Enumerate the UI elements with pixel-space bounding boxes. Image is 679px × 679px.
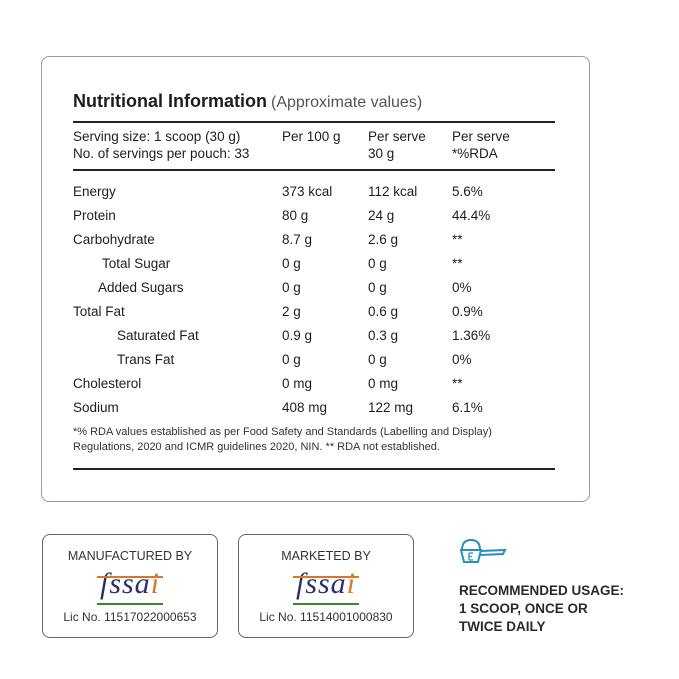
- nutrient-row: Cholesterol 0 mg 0 mg **: [0, 376, 600, 400]
- rda-value: **: [452, 256, 463, 271]
- nutrient-name: Carbohydrate: [73, 232, 155, 247]
- col-header-text: *%RDA: [452, 146, 498, 161]
- manufacturer-license: Lic No. 11517022000653: [63, 610, 197, 624]
- nutrient-name: Energy: [73, 184, 116, 199]
- per-serve-value: 24 g: [368, 208, 395, 223]
- per-serve-value: 0 g: [368, 256, 387, 271]
- usage-line: RECOMMENDED USAGE:: [459, 583, 625, 598]
- nutrient-name: Trans Fat: [117, 352, 175, 367]
- marketer-license: Lic No. 11514001000830: [259, 610, 393, 624]
- nutrient-name: Total Fat: [73, 304, 125, 319]
- per-100g-value: 0 g: [282, 280, 301, 295]
- nutrient-row: Protein 80 g 24 g 44.4%: [0, 208, 600, 232]
- usage-line: 1 SCOOP, ONCE OR: [459, 601, 588, 616]
- rda-value: 5.6%: [452, 184, 483, 199]
- nutrient-row: Sodium 408 mg 122 mg 6.1%: [0, 400, 600, 424]
- col-header-text: 30 g: [368, 146, 395, 161]
- per-serve-value: 112 kcal: [368, 184, 418, 199]
- nutrient-name: Protein: [73, 208, 116, 223]
- recommended-usage: RECOMMENDED USAGE: 1 SCOOP, ONCE OR TWIC…: [459, 582, 624, 636]
- rda-value: 0%: [452, 352, 472, 367]
- rda-value: 44.4%: [452, 208, 491, 223]
- nutrition-title: Nutritional Information (Approximate valu…: [73, 91, 422, 112]
- nutrient-name: Sodium: [73, 400, 119, 415]
- rda-value: 1.36%: [452, 328, 491, 343]
- serving-size: Serving size: 1 scoop (30 g): [73, 129, 241, 144]
- col-header-text: Per 100 g: [282, 129, 341, 144]
- col-header-per100: Per 100 g: [282, 128, 341, 145]
- title-main: Nutritional Information: [73, 91, 267, 111]
- servings-per-pouch: No. of servings per pouch: 33: [73, 146, 250, 161]
- usage-line: TWICE DAILY: [459, 619, 546, 634]
- rda-value: **: [452, 376, 463, 391]
- per-100g-value: 80 g: [282, 208, 309, 223]
- scoop-icon: [459, 538, 507, 563]
- per-100g-value: 0 mg: [282, 376, 313, 391]
- per-serve-value: 0 g: [368, 280, 387, 295]
- title-sub: (Approximate values): [270, 94, 423, 111]
- per-100g-value: 0 g: [282, 352, 301, 367]
- nutrient-name: Cholesterol: [73, 376, 142, 391]
- footnote-line: *% RDA values established as per Food Sa…: [73, 426, 492, 438]
- per-serve-value: 2.6 g: [368, 232, 399, 247]
- manufactured-caption: MANUFACTURED BY: [67, 549, 193, 563]
- nutrient-row: Saturated Fat 0.9 g 0.3 g 1.36%: [0, 328, 600, 352]
- nutrition-panel: [41, 56, 590, 502]
- nutrient-name: Total Sugar: [102, 256, 171, 271]
- per-100g-value: 0.9 g: [282, 328, 313, 343]
- col-header-text: Per serve: [452, 129, 510, 144]
- per-serve-value: 0 mg: [368, 376, 399, 391]
- nutrient-row: Trans Fat 0 g 0 g 0%: [0, 352, 600, 376]
- nutrient-row: Added Sugars 0 g 0 g 0%: [0, 280, 600, 304]
- rda-value: 0%: [452, 280, 472, 295]
- fssai-logo: ſssai: [95, 567, 165, 607]
- col-header-rda: Per serve *%RDA: [452, 128, 510, 162]
- divider: [73, 169, 555, 171]
- marketed-caption: MARKETED BY: [281, 549, 371, 563]
- nutrient-row: Total Sugar 0 g 0 g **: [0, 256, 600, 280]
- per-100g-value: 373 kcal: [282, 184, 333, 199]
- nutrient-row: Carbohydrate 8.7 g 2.6 g **: [0, 232, 600, 256]
- serving-info: Serving size: 1 scoop (30 g) No. of servi…: [73, 128, 249, 162]
- per-100g-value: 8.7 g: [282, 232, 313, 247]
- rda-value: 6.1%: [452, 400, 483, 415]
- divider: [73, 468, 555, 470]
- nutrient-name: Saturated Fat: [117, 328, 199, 343]
- nutrient-name: Added Sugars: [98, 280, 184, 295]
- divider: [73, 121, 555, 123]
- footnote-line: Regulations, 2020 and ICMR guidelines 20…: [73, 441, 440, 453]
- fssai-logo: ſssai: [291, 567, 361, 607]
- per-serve-value: 0.6 g: [368, 304, 399, 319]
- manufactured-by-box: MANUFACTURED BY ſssai Lic No. 1151702200…: [42, 534, 218, 638]
- per-serve-value: 0.3 g: [368, 328, 399, 343]
- footnote: *% RDA values established as per Food Sa…: [73, 425, 492, 455]
- col-header-text: Per serve: [368, 129, 426, 144]
- nutrient-row: Energy 373 kcal 112 kcal 5.6%: [0, 184, 600, 208]
- per-serve-value: 0 g: [368, 352, 387, 367]
- per-100g-value: 408 mg: [282, 400, 328, 415]
- per-100g-value: 0 g: [282, 256, 301, 271]
- rda-value: 0.9%: [452, 304, 483, 319]
- col-header-perserve: Per serve 30 g: [368, 128, 426, 162]
- rda-value: **: [452, 232, 463, 247]
- per-100g-value: 2 g: [282, 304, 301, 319]
- nutrient-row: Total Fat 2 g 0.6 g 0.9%: [0, 304, 600, 328]
- per-serve-value: 122 mg: [368, 400, 414, 415]
- marketed-by-box: MARKETED BY ſssai Lic No. 11514001000830: [238, 534, 414, 638]
